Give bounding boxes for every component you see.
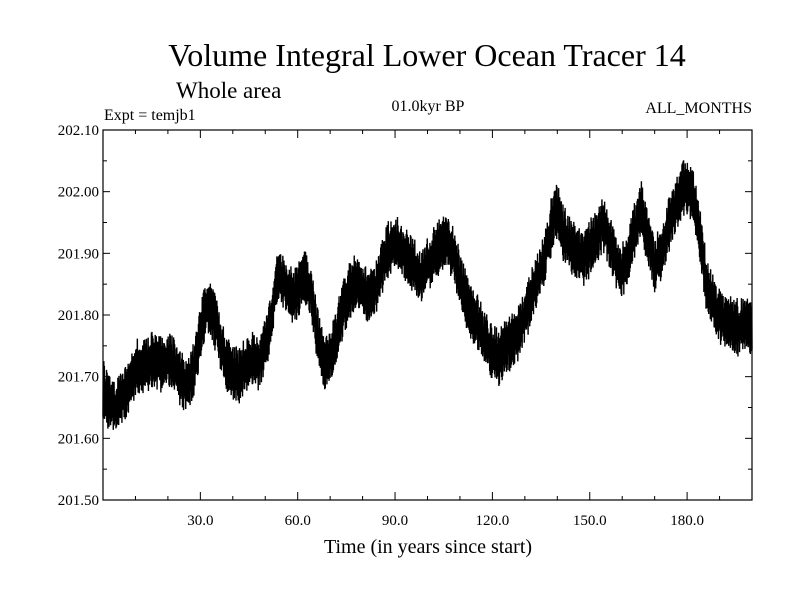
x-tick-label: 90.0: [382, 513, 408, 529]
y-tick-label: 202.00: [58, 185, 99, 201]
y-tick-label: 202.10: [58, 123, 99, 139]
x-axis-label: Time (in years since start): [324, 536, 532, 558]
chart-title: Volume Integral Lower Ocean Tracer 14: [168, 37, 685, 73]
y-tick-label: 201.80: [58, 308, 99, 324]
period-label: 01.0kyr BP: [392, 98, 465, 115]
y-tick-label: 201.60: [58, 431, 99, 447]
x-tick-label: 120.0: [476, 513, 510, 529]
y-tick-label: 201.50: [58, 493, 99, 509]
chart-subtitle: Whole area: [176, 78, 281, 103]
x-tick-label: 30.0: [187, 513, 213, 529]
x-tick-label: 60.0: [285, 513, 311, 529]
experiment-label: Expt = temjb1: [104, 107, 196, 124]
x-tick-label: 150.0: [573, 513, 607, 529]
y-tick-label: 201.70: [58, 370, 99, 386]
months-label: ALL_MONTHS: [645, 100, 752, 117]
y-tick-label: 201.90: [58, 246, 99, 262]
series-line: [102, 160, 753, 430]
x-tick-label: 180.0: [670, 513, 704, 529]
